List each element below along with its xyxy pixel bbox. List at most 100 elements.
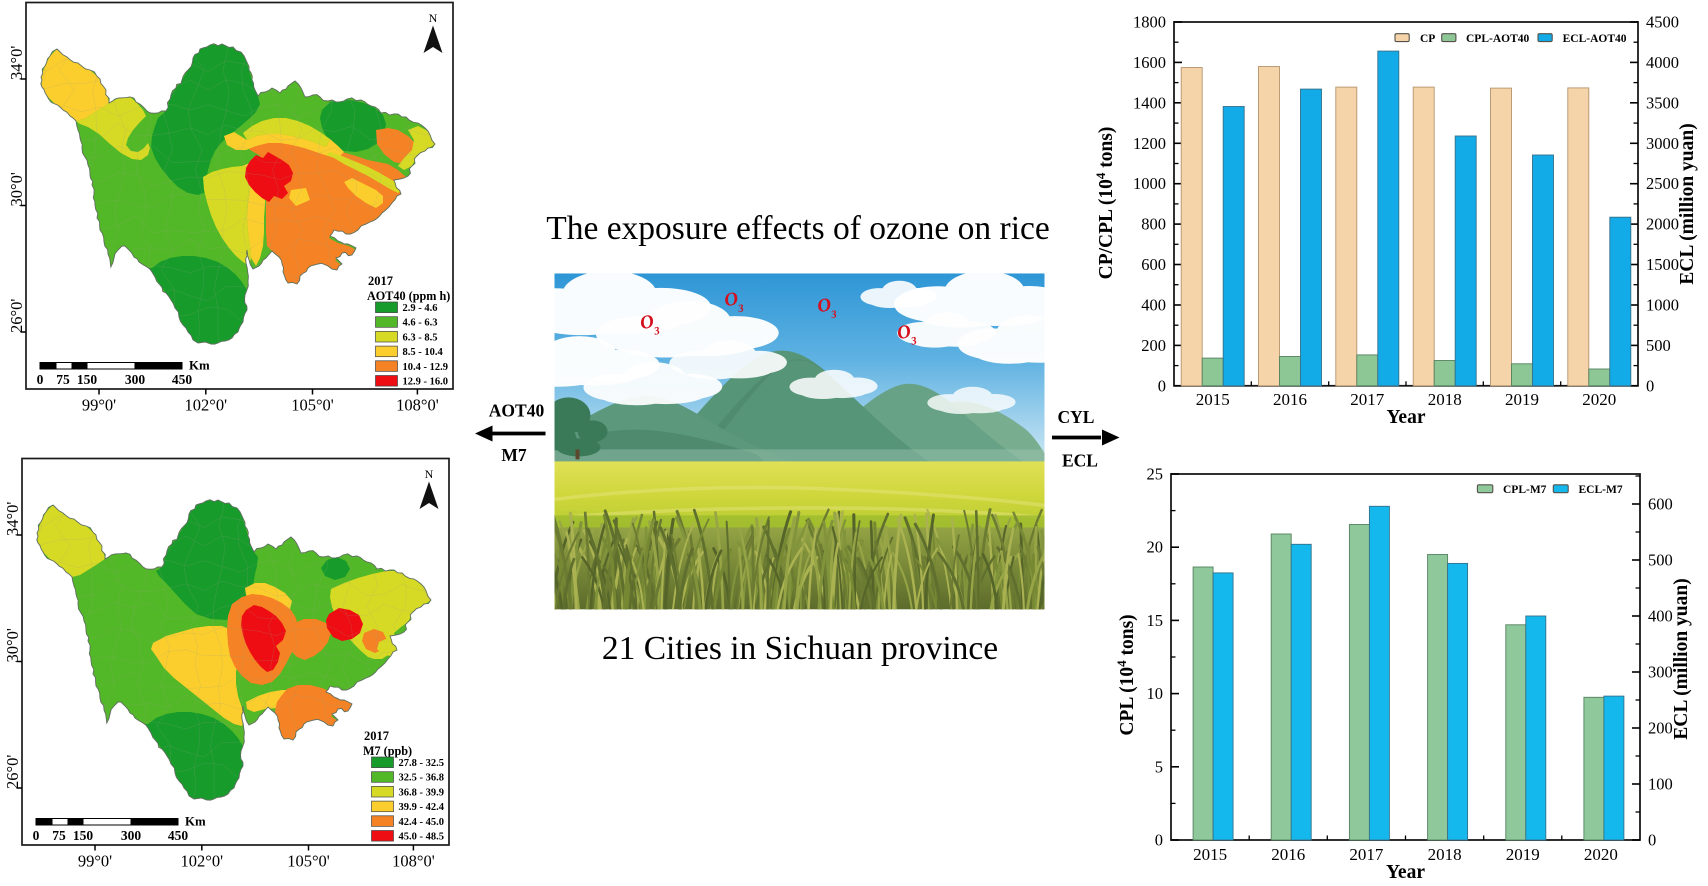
svg-text:AOT40 (ppm h): AOT40 (ppm h) xyxy=(367,289,450,303)
svg-text:4000: 4000 xyxy=(1646,53,1679,72)
svg-text:2016: 2016 xyxy=(1271,845,1305,864)
svg-text:36.8 - 39.9: 36.8 - 39.9 xyxy=(399,787,445,798)
svg-text:CP: CP xyxy=(1420,33,1435,45)
svg-text:1800: 1800 xyxy=(1133,13,1166,32)
svg-text:100: 100 xyxy=(1648,775,1673,794)
svg-text:ECL (million yuan): ECL (million yuan) xyxy=(1677,123,1698,284)
svg-text:2015: 2015 xyxy=(1193,845,1227,864)
svg-text:300: 300 xyxy=(121,828,142,843)
svg-text:0: 0 xyxy=(1158,376,1166,395)
svg-text:10.4 - 12.9: 10.4 - 12.9 xyxy=(403,362,449,373)
svg-text:32.5 - 36.8: 32.5 - 36.8 xyxy=(399,773,445,784)
svg-text:CPL-M7: CPL-M7 xyxy=(1503,484,1547,496)
svg-text:2017: 2017 xyxy=(368,274,393,288)
svg-text:2018: 2018 xyxy=(1428,390,1462,409)
svg-text:8.5 - 10.4: 8.5 - 10.4 xyxy=(403,347,444,358)
svg-text:600: 600 xyxy=(1648,495,1673,514)
svg-text:600: 600 xyxy=(1141,255,1166,274)
svg-text:105°0': 105°0' xyxy=(287,852,330,871)
svg-text:1500: 1500 xyxy=(1646,255,1679,274)
svg-text:O: O xyxy=(816,294,833,317)
svg-text:1400: 1400 xyxy=(1133,93,1166,112)
svg-text:M7 (ppb): M7 (ppb) xyxy=(363,744,412,758)
svg-text:0: 0 xyxy=(37,372,44,387)
svg-text:3000: 3000 xyxy=(1646,134,1679,153)
svg-text:2.9 - 4.6: 2.9 - 4.6 xyxy=(403,303,438,314)
svg-text:300: 300 xyxy=(125,372,146,387)
svg-text:2500: 2500 xyxy=(1646,174,1679,193)
svg-text:N: N xyxy=(429,11,438,25)
svg-text:2020: 2020 xyxy=(1582,390,1616,409)
svg-text:ECL-M7: ECL-M7 xyxy=(1579,484,1623,496)
svg-text:ECL: ECL xyxy=(1062,451,1098,471)
svg-text:1000: 1000 xyxy=(1646,296,1679,315)
svg-text:1000: 1000 xyxy=(1133,174,1166,193)
svg-text:Km: Km xyxy=(185,815,206,829)
svg-text:4500: 4500 xyxy=(1646,13,1679,32)
svg-text:0: 0 xyxy=(1155,831,1163,850)
svg-text:21 Cities in Sichuan province: 21 Cities in Sichuan province xyxy=(602,630,998,667)
svg-text:450: 450 xyxy=(172,372,193,387)
svg-text:400: 400 xyxy=(1141,296,1166,315)
svg-text:6.3 - 8.5: 6.3 - 8.5 xyxy=(403,332,438,343)
svg-text:450: 450 xyxy=(168,828,189,843)
svg-text:26°0': 26°0' xyxy=(7,299,26,333)
svg-text:1600: 1600 xyxy=(1133,53,1166,72)
svg-text:108°0': 108°0' xyxy=(392,852,435,871)
svg-text:3: 3 xyxy=(652,325,661,338)
svg-text:99°0': 99°0' xyxy=(82,396,116,415)
svg-text:CPL-AOT40: CPL-AOT40 xyxy=(1466,33,1530,45)
svg-text:26°0': 26°0' xyxy=(3,755,22,789)
svg-text:The exposure effects of ozone: The exposure effects of ozone on rice xyxy=(546,210,1050,247)
svg-text:42.4 - 45.0: 42.4 - 45.0 xyxy=(399,817,445,828)
svg-text:2017: 2017 xyxy=(364,729,389,743)
svg-text:AOT40: AOT40 xyxy=(489,401,545,421)
svg-text:CYL: CYL xyxy=(1058,407,1095,427)
svg-text:200: 200 xyxy=(1648,719,1673,738)
svg-text:2000: 2000 xyxy=(1646,215,1679,234)
svg-text:2018: 2018 xyxy=(1428,845,1462,864)
svg-text:Year: Year xyxy=(1387,407,1426,428)
svg-text:3500: 3500 xyxy=(1646,93,1679,112)
svg-text:2017: 2017 xyxy=(1350,390,1385,409)
svg-text:0: 0 xyxy=(1646,376,1654,395)
svg-text:30°0': 30°0' xyxy=(7,172,26,206)
svg-text:105°0': 105°0' xyxy=(291,396,334,415)
svg-text:75: 75 xyxy=(52,828,66,843)
svg-text:500: 500 xyxy=(1648,551,1673,570)
svg-text:2019: 2019 xyxy=(1506,845,1540,864)
svg-text:102°0': 102°0' xyxy=(185,396,228,415)
svg-text:O: O xyxy=(895,321,913,344)
svg-text:3: 3 xyxy=(909,335,918,348)
svg-text:3: 3 xyxy=(829,308,838,321)
svg-text:ECL (million yuan): ECL (million yuan) xyxy=(1671,578,1692,739)
svg-text:400: 400 xyxy=(1648,607,1673,626)
svg-text:34°0': 34°0' xyxy=(3,502,22,536)
svg-text:75: 75 xyxy=(56,372,70,387)
svg-text:1200: 1200 xyxy=(1133,134,1166,153)
svg-text:CP/CPL (104 tons): CP/CPL (104 tons) xyxy=(1093,127,1118,280)
svg-text:O: O xyxy=(723,288,740,311)
svg-text:150: 150 xyxy=(73,828,94,843)
svg-text:39.9 - 42.4: 39.9 - 42.4 xyxy=(399,802,445,813)
svg-text:30°0': 30°0' xyxy=(3,628,22,662)
svg-text:15: 15 xyxy=(1147,611,1164,630)
svg-text:3: 3 xyxy=(736,302,745,315)
svg-text:108°0': 108°0' xyxy=(396,396,439,415)
svg-text:102°0': 102°0' xyxy=(181,852,224,871)
svg-text:0: 0 xyxy=(33,828,40,843)
svg-text:M7: M7 xyxy=(501,445,527,465)
svg-text:300: 300 xyxy=(1648,663,1673,682)
svg-text:200: 200 xyxy=(1141,336,1166,355)
svg-text:2016: 2016 xyxy=(1273,390,1307,409)
svg-text:CPL (104 tons): CPL (104 tons) xyxy=(1114,614,1139,735)
svg-text:12.9 - 16.0: 12.9 - 16.0 xyxy=(403,377,449,388)
svg-text:45.0 - 48.5: 45.0 - 48.5 xyxy=(399,832,445,843)
svg-text:25: 25 xyxy=(1147,465,1164,484)
svg-text:150: 150 xyxy=(77,372,98,387)
svg-text:2020: 2020 xyxy=(1584,845,1618,864)
svg-text:34°0': 34°0' xyxy=(7,46,26,80)
svg-text:N: N xyxy=(425,467,434,481)
svg-text:2015: 2015 xyxy=(1196,390,1230,409)
svg-text:500: 500 xyxy=(1646,336,1671,355)
